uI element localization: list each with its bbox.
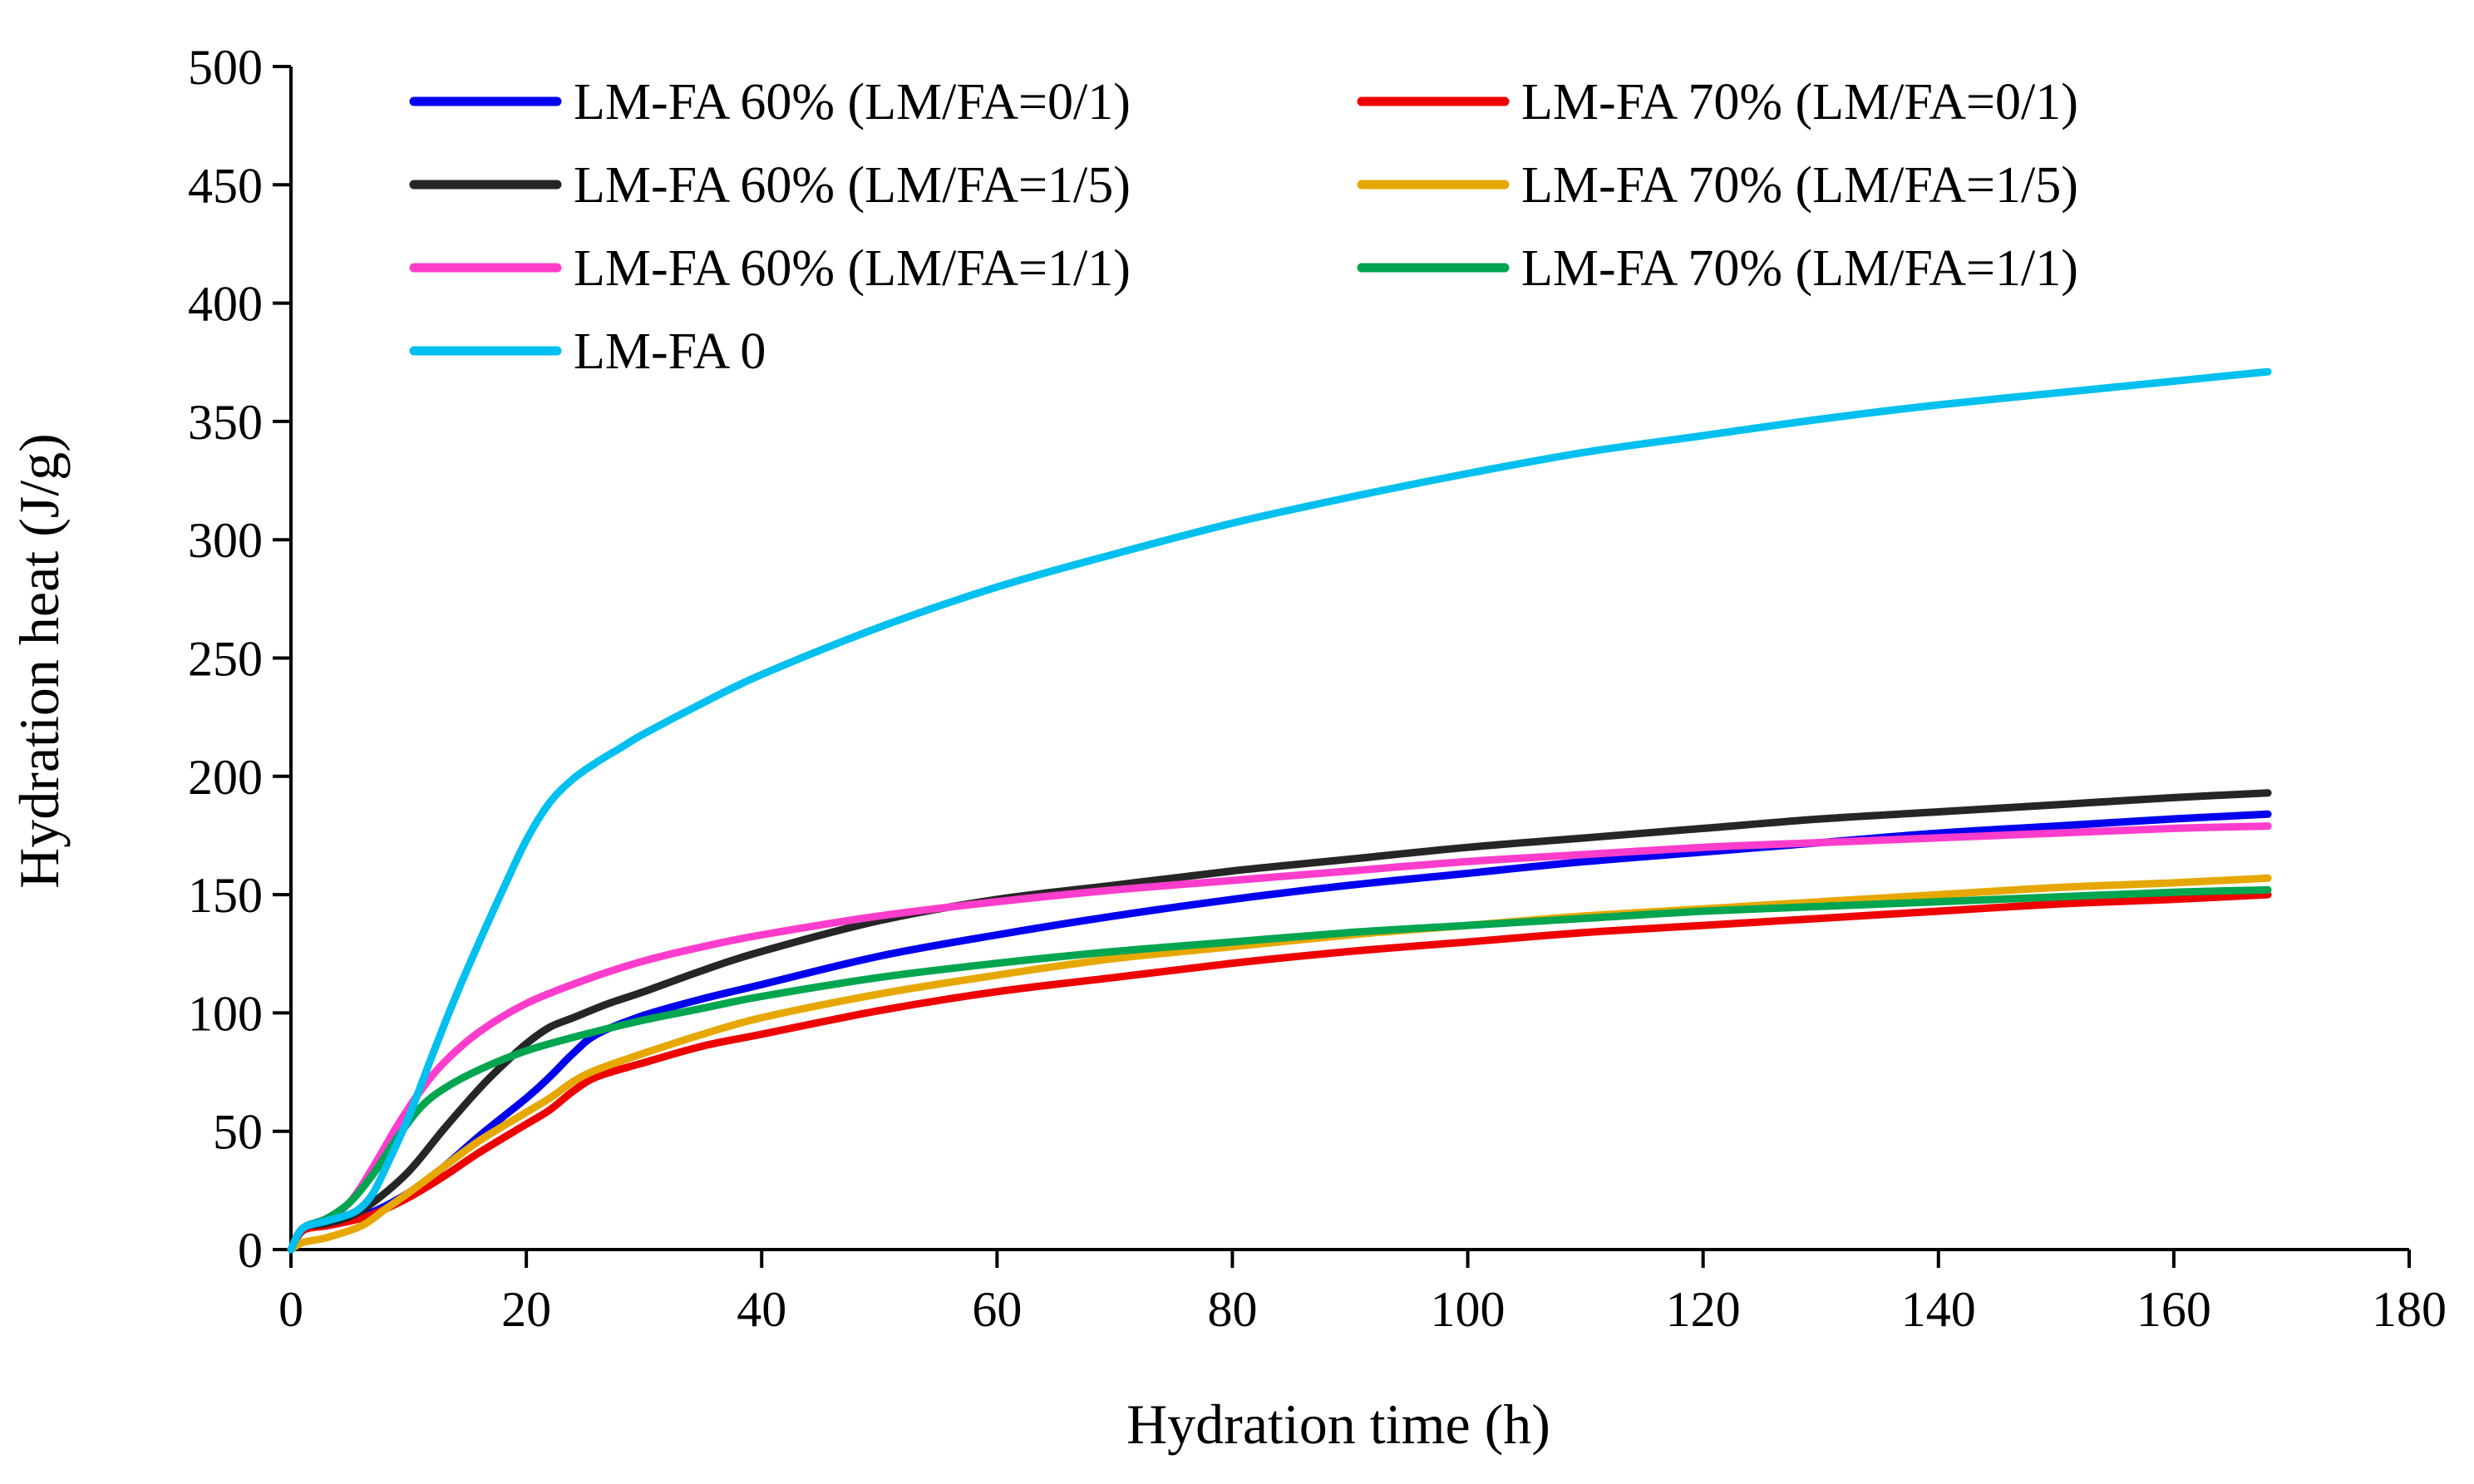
series-line-lm-fa-60-lm-fa-1-1 — [287, 822, 2272, 1254]
legend-label-lm-fa-70-lm-fa-1-5: LM-FA 70% (LM/FA=1/5) — [1521, 157, 2078, 214]
legend-label-lm-fa-60-lm-fa-1-5: LM-FA 60% (LM/FA=1/5) — [574, 157, 1131, 214]
x-tick-label: 140 — [1901, 1282, 1976, 1337]
x-tick-label: 60 — [972, 1282, 1022, 1337]
y-tick-label: 100 — [188, 986, 263, 1041]
y-tick-label: 50 — [213, 1105, 263, 1160]
y-tick-label: 300 — [188, 513, 263, 568]
legend-label-lm-fa-60-lm-fa-1-1: LM-FA 60% (LM/FA=1/1) — [574, 240, 1131, 297]
legend-label-lm-fa-60-lm-fa-0-1: LM-FA 60% (LM/FA=0/1) — [574, 74, 1131, 131]
legend: LM-FA 60% (LM/FA=0/1) LM-FA 70% (LM/FA=0/… — [409, 74, 2078, 380]
y-tick-label: 450 — [188, 158, 263, 213]
x-tick-label: 120 — [1666, 1282, 1741, 1337]
series-line-lm-fa-0 — [287, 367, 2272, 1254]
series-line-lm-fa-70-lm-fa-1-5 — [287, 874, 2272, 1254]
x-tick-label: 160 — [2136, 1282, 2211, 1337]
series-line-lm-fa-60-lm-fa-1-5 — [287, 789, 2272, 1254]
legend-label-lm-fa-70-lm-fa-1-1: LM-FA 70% (LM/FA=1/1) — [1521, 240, 2078, 297]
legend-label-lm-fa-70-lm-fa-0-1: LM-FA 70% (LM/FA=0/1) — [1521, 74, 2078, 131]
x-tick-label: 20 — [501, 1282, 551, 1337]
x-tick-label: 40 — [737, 1282, 786, 1337]
y-tick-label: 250 — [188, 632, 263, 687]
x-axis-title: Hydration time (h) — [1126, 1393, 1550, 1456]
y-tick-label: 400 — [188, 277, 263, 332]
y-tick-label: 350 — [188, 395, 263, 450]
x-tick-label: 180 — [2372, 1282, 2447, 1337]
y-axis-title: Hydration heat (J/g) — [7, 433, 71, 889]
y-tick-label: 150 — [188, 868, 263, 923]
legend-label-lm-fa-0: LM-FA 0 — [574, 323, 766, 380]
series-line-lm-fa-70-lm-fa-0-1 — [287, 890, 2272, 1254]
x-tick-label: 0 — [278, 1282, 303, 1337]
axes: 0 50 100 150 200 250 300 350 400 450 500 0 20 40 60 80 1… — [188, 40, 2447, 1337]
y-tick-label: 200 — [188, 750, 263, 805]
y-tick-label: 0 — [238, 1223, 263, 1278]
x-tick-label: 100 — [1431, 1282, 1506, 1337]
y-tick-label: 500 — [188, 40, 263, 95]
x-tick-label: 80 — [1207, 1282, 1257, 1337]
series-lines — [287, 367, 2272, 1254]
